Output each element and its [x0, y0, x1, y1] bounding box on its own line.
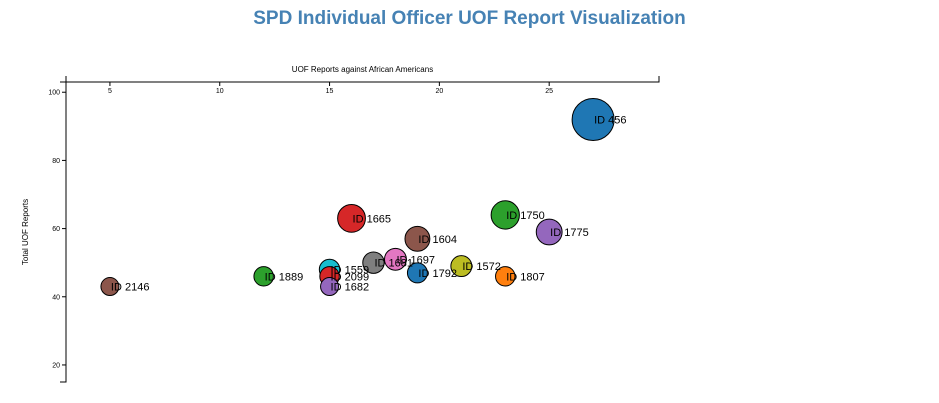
y-axis-line: [60, 81, 67, 383]
bubble-label: ID 1665: [353, 213, 392, 225]
bubble-label: ID 1775: [550, 227, 589, 239]
y-tick-label: 80: [52, 158, 60, 165]
x-tick-label: 20: [435, 88, 443, 95]
bubble[interactable]: [253, 266, 274, 287]
page-title: SPD Individual Officer UOF Report Visual…: [253, 8, 686, 29]
bubble[interactable]: [535, 218, 563, 246]
bubble[interactable]: [362, 251, 385, 274]
bubble[interactable]: [495, 266, 516, 287]
bubble[interactable]: [571, 98, 615, 141]
x-tick-label: 5: [108, 88, 112, 95]
x-tick-label: 10: [216, 88, 224, 95]
bubble-label: ID 1682: [331, 282, 370, 294]
y-tick-label: 20: [52, 362, 60, 369]
bubble-label: ID 2099: [331, 271, 370, 283]
bubble[interactable]: [490, 200, 520, 230]
bubble-label: ID 1697: [396, 254, 435, 266]
bubble-label: ID 1572: [462, 261, 501, 273]
y-tick-label: 40: [52, 294, 60, 301]
y-tick-label: 100: [48, 90, 60, 97]
x-axis-line: [65, 76, 660, 83]
x-axis: 5 10 15 20 25: [65, 76, 660, 95]
x-tick-label: 15: [326, 88, 334, 95]
bubble[interactable]: [337, 203, 366, 233]
bubble[interactable]: [320, 277, 340, 297]
bubble[interactable]: [100, 277, 120, 297]
y-axis: 20 40 60 80 100: [48, 81, 67, 383]
bubble[interactable]: [450, 255, 473, 278]
bubble-label: ID 1604: [418, 234, 457, 246]
bubbles: ID 456 ID 1750 ID 1665 ID 1775 ID 1604 ID 169…: [100, 98, 627, 297]
x-axis-title: UOF Reports against African Americans: [292, 65, 433, 74]
x-tick-label: 25: [545, 88, 553, 95]
y-tick-label: 60: [52, 226, 60, 233]
bubble-label: ID 2146: [111, 282, 150, 294]
bubble-label: ID 1681: [374, 258, 413, 270]
bubble[interactable]: [404, 225, 431, 252]
bubble[interactable]: [383, 247, 407, 271]
bubble-label: ID 1559: [331, 265, 370, 277]
bubble-label: ID 1750: [506, 210, 545, 222]
bubble-label: ID 1889: [265, 271, 304, 283]
bubble[interactable]: [406, 262, 428, 284]
y-axis-title: Total UOF Reports: [21, 199, 30, 265]
bubble-label: ID 456: [594, 115, 626, 127]
bubble-label: ID 1807: [506, 271, 545, 283]
bubble-label: ID 1792: [418, 268, 457, 280]
